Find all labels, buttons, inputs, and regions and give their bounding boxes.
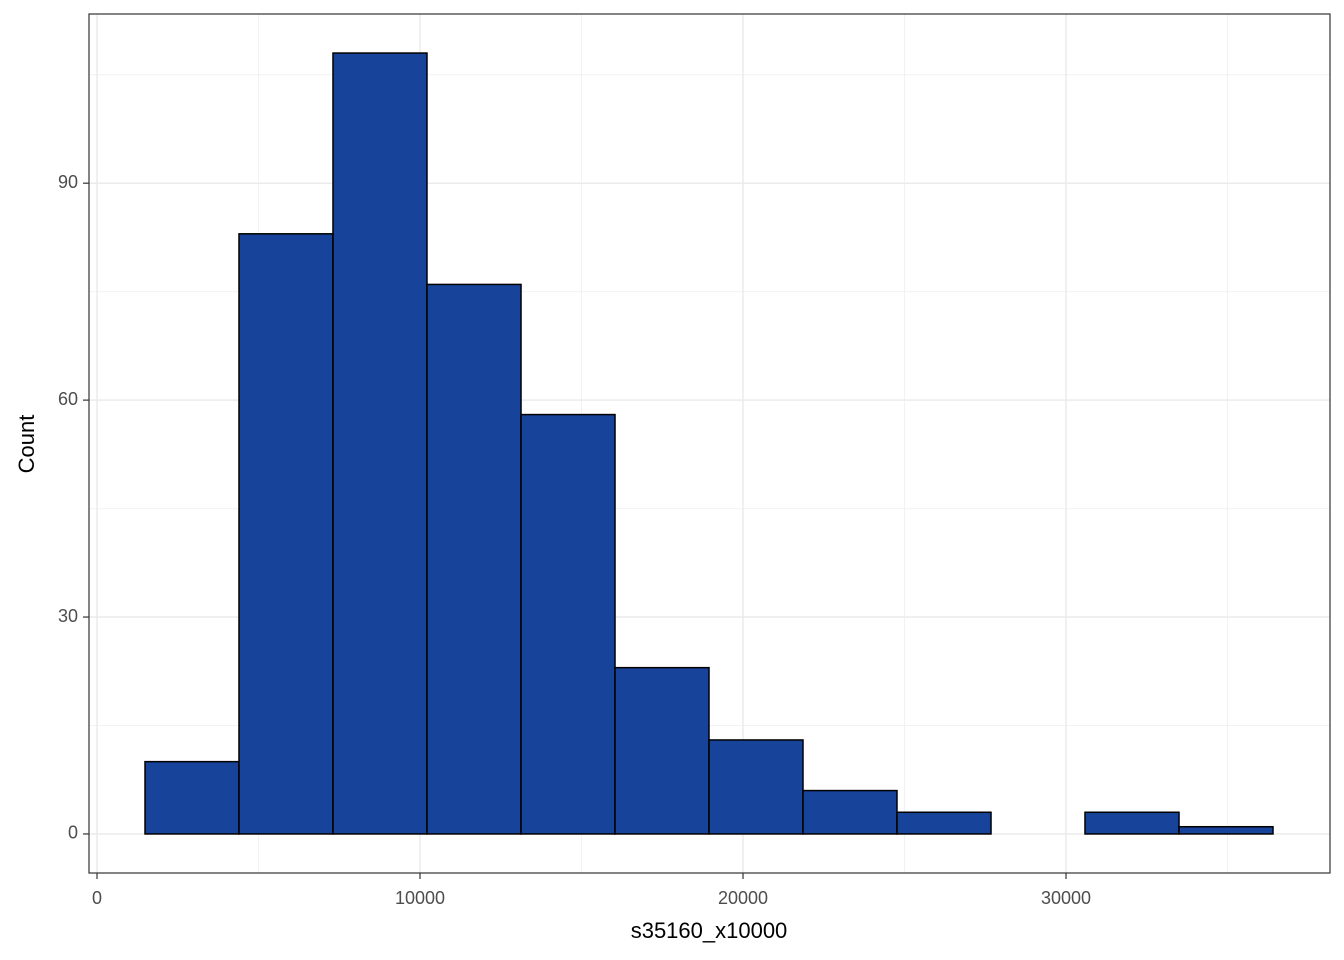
bar xyxy=(708,739,804,835)
y-tick-label: 30 xyxy=(58,606,78,626)
bar xyxy=(520,413,616,835)
bar xyxy=(144,760,240,835)
x-tick-label: 10000 xyxy=(395,888,445,908)
bar xyxy=(1178,825,1274,835)
x-tick-label: 20000 xyxy=(718,888,768,908)
bar xyxy=(1084,811,1180,835)
x-axis-title: s35160_x10000 xyxy=(631,918,788,943)
y-tick-label: 0 xyxy=(68,823,78,843)
bar xyxy=(238,233,334,835)
bar xyxy=(426,283,522,835)
y-axis-title: Count xyxy=(14,415,39,474)
x-tick-label: 0 xyxy=(92,888,102,908)
bars xyxy=(144,52,1274,835)
panel-border xyxy=(88,13,1331,874)
bar xyxy=(332,52,428,835)
x-tick-label: 30000 xyxy=(1041,888,1091,908)
bar xyxy=(896,811,992,835)
y-tick-label: 90 xyxy=(58,172,78,192)
bar xyxy=(802,789,898,835)
axes: 0 10000 20000 30000 0 30 60 90 xyxy=(58,172,1091,908)
y-tick-label: 60 xyxy=(58,389,78,409)
bar xyxy=(614,666,710,835)
